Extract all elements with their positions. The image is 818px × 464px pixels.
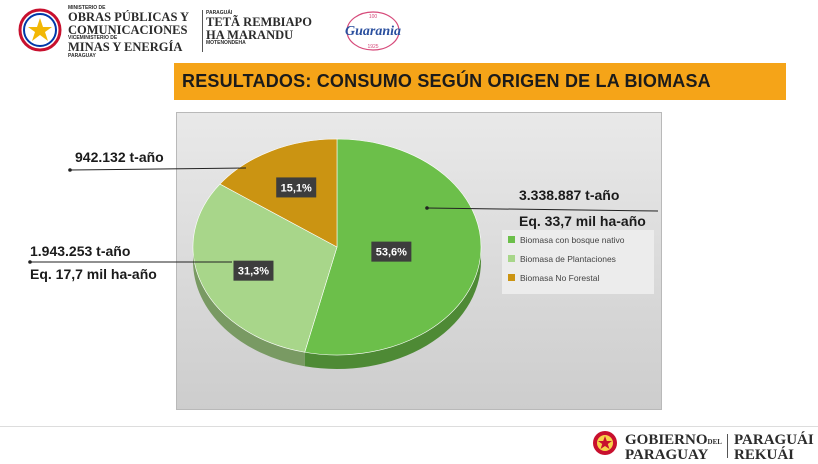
data-label-native: 53,6% [371, 241, 412, 262]
ministry-big-3: MINAS Y ENERGÍA [68, 40, 183, 54]
ministry-logo-text: MINISTERIO DE OBRAS PÚBLICAS Y COMUNICAC… [68, 6, 189, 59]
guarani-logo-text: PARAGUÁI TETÃ REMBIAPO HA MARANDU MOTENO… [206, 11, 312, 46]
legend-item-native: Biomasa con bosque nativo [502, 230, 654, 249]
guarania-logo-text: Guarania [345, 24, 401, 39]
legend-swatch-nonforest [508, 274, 515, 281]
paraguay-word: PARAGUAY [625, 446, 709, 463]
pie-slices [192, 138, 482, 370]
chart-legend: Biomasa con bosque nativo Biomasa de Pla… [502, 230, 654, 294]
gobierno-word: GOBIERNO [625, 432, 708, 448]
ministry-small-2: VICEMINISTERIO DE [68, 35, 118, 41]
leader-dot-plantations [28, 260, 32, 264]
legend-label-native: Biomasa con bosque nativo [520, 234, 625, 245]
paraguay-star-seal-icon [18, 8, 62, 52]
pie-data-labels: 53,6% 31,3% 15,1% [233, 177, 412, 281]
ministry-big-1: OBRAS PÚBLICAS Y [68, 10, 190, 24]
data-label-nonforest: 15,1% [276, 177, 317, 198]
legend-label-nonforest: Biomasa No Forestal [520, 272, 600, 283]
data-label-box-native [371, 241, 412, 262]
rekuai-logo-text: PARAGUÁI REKUÁI [734, 432, 814, 463]
annotation-native-tonnage: 3.338.887 t-año [519, 187, 620, 203]
paraguai-word: PARAGUÁI [734, 432, 814, 448]
footer-divider [0, 426, 818, 427]
annotation-native-equivalent: Eq. 33,7 mil ha-año [519, 213, 646, 229]
government-seal-icon [593, 431, 617, 455]
guarania-top: 100 [369, 14, 378, 20]
guarania-year: 1925 [367, 44, 378, 50]
rekuai-word: REKUÁI [734, 446, 795, 463]
footer-vertical-divider [727, 434, 728, 458]
title-bar: RESULTADOS: CONSUMO SEGÚN ORIGEN DE LA B… [174, 63, 786, 100]
legend-item-plantations: Biomasa de Plantaciones [502, 249, 654, 268]
pie-side-native [304, 247, 482, 370]
data-label-plantations: 31,3% [233, 260, 274, 281]
data-label-box-plantations [233, 260, 274, 281]
guarani-big-2: HA MARANDU [206, 27, 294, 42]
ministry-big-2: COMUNICACIONES [68, 22, 188, 37]
ministry-small-1: MINISTERIO DE [68, 5, 106, 11]
data-label-text-native: 53,6% [376, 247, 407, 259]
guarania-centenary-logo: 100 Guarania 1925 [345, 11, 401, 51]
legend-swatch-native [508, 236, 515, 243]
annotation-plantations-tonnage: 1.943.253 t-año [30, 243, 131, 259]
guarani-small-2: MOTENONDEHA [206, 40, 246, 46]
legend-swatch-plantations [508, 255, 515, 262]
guarani-small-1: PARAGUÁI [206, 10, 233, 16]
leader-line-native [426, 207, 659, 212]
annotation-plantations-equivalent: Eq. 17,7 mil ha-año [30, 266, 157, 282]
header-divider [202, 10, 203, 52]
gobierno-del: DEL [707, 438, 722, 446]
data-label-box-nonforest [276, 177, 317, 198]
pie-side-plantations [193, 247, 305, 367]
data-label-text-nonforest: 15,1% [281, 182, 312, 194]
legend-item-nonforest: Biomasa No Forestal [502, 268, 654, 287]
gobierno-logo-text: GOBIERNODEL PARAGUAY [625, 432, 722, 463]
slide-title: RESULTADOS: CONSUMO SEGÚN ORIGEN DE LA B… [182, 71, 711, 91]
leader-dot-native [425, 206, 429, 210]
legend-label-plantations: Biomasa de Plantaciones [520, 253, 616, 264]
annotation-nonforest-tonnage: 942.132 t-año [75, 149, 164, 165]
leader-dot-nonforest [68, 168, 72, 172]
ministry-small-3: PARAGUAY [68, 52, 96, 59]
data-label-text-plantations: 31,3% [238, 266, 269, 278]
guarani-big-1: TETÃ REMBIAPO [206, 15, 312, 29]
leader-line-nonforest [69, 167, 247, 171]
